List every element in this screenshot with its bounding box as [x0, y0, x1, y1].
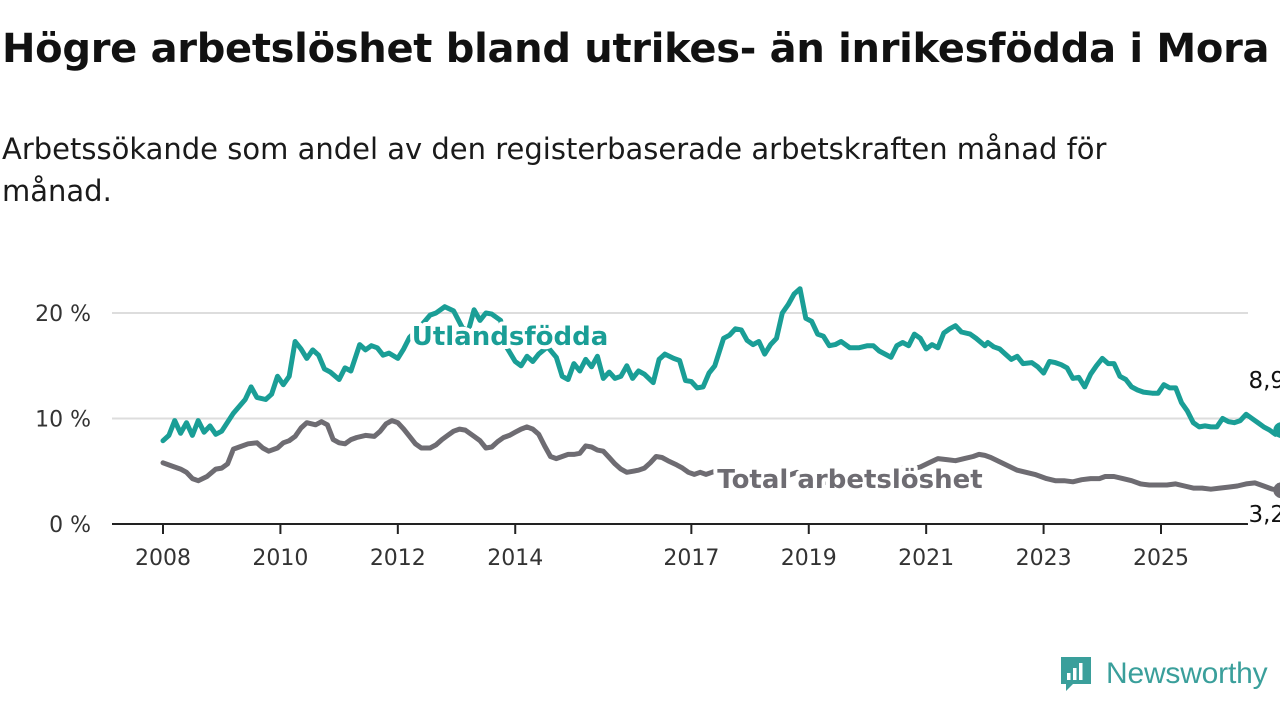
series-end-point-0: [1273, 422, 1280, 438]
x-tick-label: 2008: [135, 546, 191, 571]
x-tick-label: 2010: [252, 546, 308, 571]
gridlines: [112, 312, 1248, 525]
x-tick-label: 2019: [781, 546, 837, 571]
brand-name: Newsworthy: [1106, 657, 1268, 690]
series-name-label-0: Utlandsfödda: [412, 322, 609, 352]
x-tick-label: 2021: [898, 546, 954, 571]
x-axis-ticks: 2008 2010 2012 2014 2017 2019 2021 2023 2025: [135, 524, 1189, 571]
x-tick-label: 2014: [487, 546, 543, 571]
chart-title: Högre arbetslöshet bland utrikes- än inr…: [2, 26, 1270, 72]
series-lines: [160, 286, 1280, 499]
x-tick-label: 2023: [1016, 546, 1072, 571]
series-line-1: [160, 418, 1280, 493]
x-tick-label: 2025: [1133, 546, 1189, 571]
series-end-label-1: 3,2 %: [1248, 502, 1280, 528]
series-line-0: [160, 286, 1280, 444]
x-tick-label: 2017: [663, 546, 719, 571]
newsworthy-logo: Newsworthy: [1058, 654, 1268, 694]
chart-subtitle: Arbetssökande som andel av den registerb…: [2, 132, 1107, 208]
series-end-point-1: [1273, 482, 1280, 499]
y-axis-ticks: 0 % 10 % 20 %: [35, 302, 91, 538]
series-name-label-1: Total arbetslöshet: [717, 465, 982, 495]
series-labels: 8,9 % 3,2 % Utlandsfödda Total arbetslöshet: [408, 318, 1280, 531]
bar-chart-icon: [1061, 657, 1091, 691]
y-tick-label: 10 %: [35, 408, 91, 433]
line-chart: 0 % 10 % 20 % 2008 2010 2012 2014 2017 2019 2021…: [35, 286, 1280, 571]
y-tick-label: 20 %: [35, 302, 91, 327]
y-tick-label: 0 %: [49, 513, 91, 538]
x-tick-label: 2012: [370, 546, 426, 571]
series-end-label-0: 8,9 %: [1248, 368, 1280, 394]
